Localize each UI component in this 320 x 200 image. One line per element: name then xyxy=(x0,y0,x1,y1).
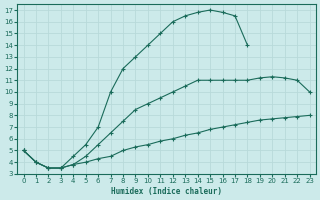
X-axis label: Humidex (Indice chaleur): Humidex (Indice chaleur) xyxy=(111,187,222,196)
